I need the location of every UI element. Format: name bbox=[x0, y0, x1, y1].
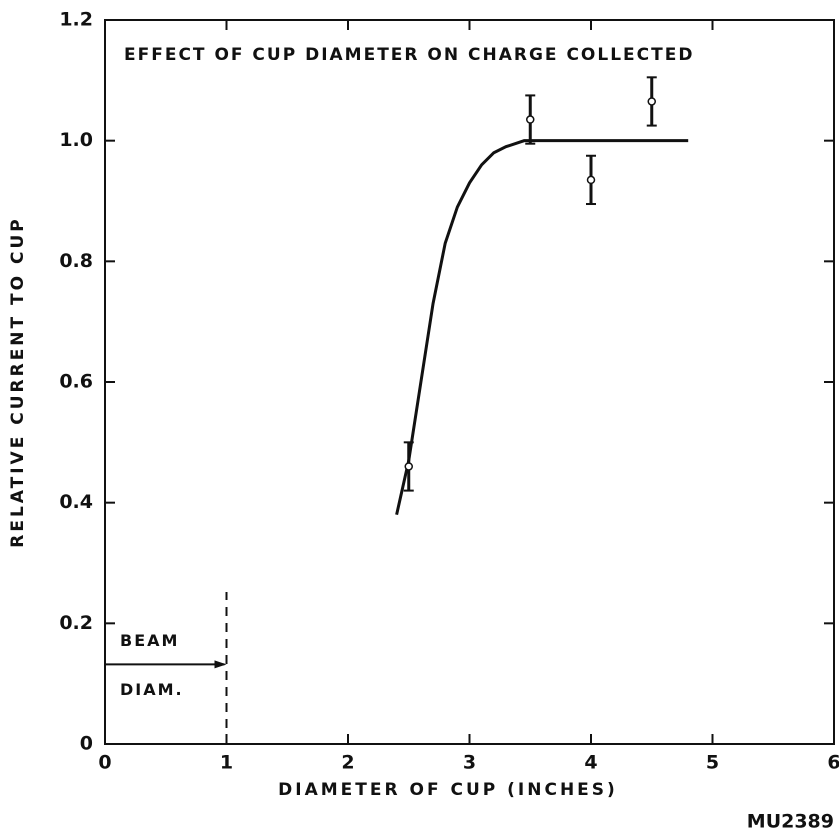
arrow-head bbox=[214, 660, 227, 669]
data-point bbox=[586, 175, 596, 185]
y-tick-label: 1.2 bbox=[59, 9, 93, 31]
plot-frame bbox=[104, 19, 835, 745]
y-tick-label: 0 bbox=[80, 733, 93, 755]
annotation: BEAM bbox=[120, 631, 179, 650]
data-point bbox=[526, 115, 535, 124]
chart-title: EFFECT OF CUP DIAMETER ON CHARGE COLLECT… bbox=[124, 45, 694, 65]
x-tick-label: 0 bbox=[98, 752, 111, 774]
x-tick-label: 1 bbox=[220, 752, 233, 774]
y-tick-label: 0.8 bbox=[59, 250, 93, 272]
y-tick-label: 1.0 bbox=[59, 129, 93, 151]
x-axis-label: DIAMETER OF CUP (INCHES) bbox=[278, 780, 618, 800]
x-tick-label: 5 bbox=[706, 752, 719, 774]
y-axis-label: RELATIVE CURRENT TO CUP bbox=[8, 216, 28, 548]
x-tick-label: 4 bbox=[584, 752, 597, 774]
figure-id: MU2389 bbox=[747, 811, 834, 833]
data-point bbox=[404, 462, 413, 471]
y-tick-label: 0.6 bbox=[59, 371, 93, 393]
x-tick-label: 2 bbox=[341, 752, 354, 774]
x-tick-label: 6 bbox=[827, 752, 839, 774]
x-tick-label: 3 bbox=[463, 752, 476, 774]
y-tick-label: 0.4 bbox=[59, 491, 93, 513]
data-point bbox=[647, 97, 656, 106]
annotation: DIAM. bbox=[120, 680, 184, 699]
fit-curve bbox=[395, 139, 689, 516]
y-tick-label: 0.2 bbox=[59, 612, 93, 634]
